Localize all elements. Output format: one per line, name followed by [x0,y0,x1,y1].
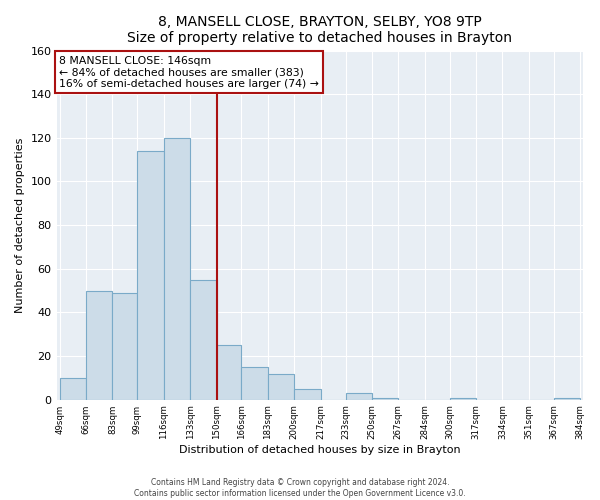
X-axis label: Distribution of detached houses by size in Brayton: Distribution of detached houses by size … [179,445,461,455]
Bar [190,280,217,400]
Bar [268,374,294,400]
Bar [346,393,372,400]
Bar [86,290,112,400]
Bar [294,389,320,400]
Bar [554,398,580,400]
Text: 8 MANSELL CLOSE: 146sqm
← 84% of detached houses are smaller (383)
16% of semi-d: 8 MANSELL CLOSE: 146sqm ← 84% of detache… [59,56,319,89]
Bar [112,293,137,400]
Bar [241,367,268,400]
Bar [449,398,476,400]
Bar [59,378,86,400]
Bar [372,398,398,400]
Bar [137,151,164,400]
Title: 8, MANSELL CLOSE, BRAYTON, SELBY, YO8 9TP
Size of property relative to detached : 8, MANSELL CLOSE, BRAYTON, SELBY, YO8 9T… [127,15,512,45]
Bar [164,138,190,400]
Bar [217,345,241,400]
Y-axis label: Number of detached properties: Number of detached properties [15,138,25,313]
Text: Contains HM Land Registry data © Crown copyright and database right 2024.
Contai: Contains HM Land Registry data © Crown c… [134,478,466,498]
